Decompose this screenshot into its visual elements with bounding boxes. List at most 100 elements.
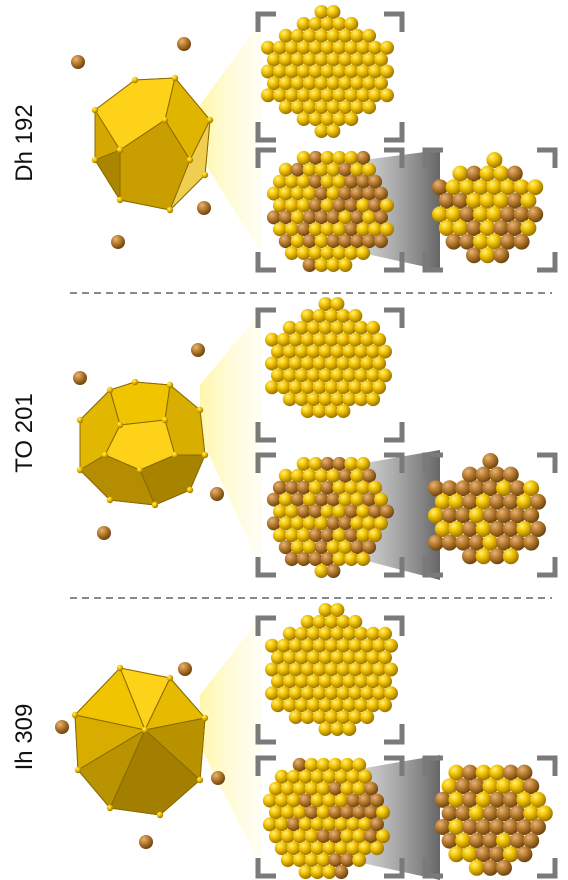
gold-atom bbox=[294, 320, 309, 335]
copper-atom bbox=[290, 492, 305, 507]
bracket-corner bbox=[384, 422, 405, 443]
gold-atom bbox=[434, 493, 451, 510]
copper-atom bbox=[296, 552, 311, 567]
gold-atom bbox=[320, 174, 335, 189]
gold-atom bbox=[318, 297, 333, 311]
bracket-corner bbox=[255, 452, 276, 473]
gold-atom bbox=[452, 165, 469, 182]
gold-atom bbox=[294, 626, 309, 641]
gold-atom bbox=[262, 817, 277, 832]
copper-atom bbox=[364, 805, 379, 820]
gold-atom bbox=[312, 638, 327, 653]
gold-atom bbox=[318, 603, 333, 617]
gold-atom bbox=[332, 64, 347, 79]
copper-atom bbox=[493, 220, 510, 236]
gold-atom bbox=[290, 76, 305, 91]
copper-atom bbox=[350, 210, 365, 225]
gold-atom bbox=[310, 793, 325, 808]
copper-atom bbox=[509, 534, 526, 551]
bracket-corner bbox=[422, 147, 443, 168]
gold-atom bbox=[356, 64, 371, 79]
gold-atom bbox=[314, 124, 329, 138]
gold-atom bbox=[324, 662, 339, 677]
copper-atom bbox=[308, 174, 323, 189]
bracket-corner bbox=[255, 11, 276, 32]
gold-atom bbox=[486, 152, 503, 168]
gold-atom bbox=[314, 564, 329, 578]
copper-atom bbox=[326, 564, 341, 578]
copper-atom bbox=[482, 832, 499, 849]
gold-atom bbox=[266, 186, 281, 201]
polyhedron-vertices-dh bbox=[91, 74, 214, 214]
gold-atom bbox=[334, 769, 349, 784]
copper-atom bbox=[374, 234, 388, 249]
gold-atom bbox=[308, 222, 323, 237]
gold-atom bbox=[344, 64, 359, 79]
bracket-corner bbox=[422, 858, 443, 879]
gold-atom bbox=[380, 40, 394, 55]
gold-atom bbox=[292, 853, 307, 868]
gold-atom bbox=[354, 392, 369, 407]
copper-atom bbox=[334, 865, 349, 879]
gold-atom bbox=[290, 516, 305, 531]
vertex-atom bbox=[116, 196, 124, 204]
gold-atom bbox=[366, 368, 381, 383]
copper-atom bbox=[344, 222, 359, 237]
gold-atom bbox=[272, 64, 287, 79]
vertex-atom bbox=[161, 116, 169, 124]
copper-atom bbox=[502, 764, 519, 781]
gold-atom bbox=[278, 516, 293, 531]
gold-atom bbox=[272, 40, 287, 55]
copper-atom bbox=[364, 781, 379, 796]
copper-atom bbox=[428, 480, 444, 497]
bracket-corner bbox=[422, 252, 443, 273]
copper-atom bbox=[344, 198, 359, 213]
vertex-atom bbox=[101, 451, 109, 459]
gold-atom bbox=[479, 247, 496, 264]
copper-atom bbox=[380, 504, 394, 519]
gold-atom bbox=[280, 853, 295, 868]
gold-atom bbox=[326, 52, 341, 67]
gold-atom bbox=[356, 504, 371, 519]
copper-atom bbox=[314, 492, 329, 507]
gold-atom bbox=[300, 308, 315, 323]
gold-atom bbox=[479, 165, 496, 182]
gold-atom bbox=[332, 552, 347, 567]
gold-atom bbox=[448, 846, 465, 863]
gold-atom bbox=[360, 686, 375, 701]
gold-atom bbox=[306, 392, 321, 407]
gold-atom bbox=[296, 246, 311, 261]
gold-atom bbox=[340, 829, 355, 844]
copper-atom bbox=[278, 540, 293, 555]
gold-atom bbox=[282, 344, 297, 359]
copper-atom bbox=[482, 859, 499, 876]
copper-atom bbox=[338, 186, 353, 201]
gold-atom bbox=[300, 710, 315, 725]
copper-atom bbox=[344, 528, 359, 543]
gold-atom bbox=[290, 100, 305, 115]
copper-atom bbox=[364, 829, 379, 844]
copper-atom bbox=[496, 534, 512, 551]
gold-atom bbox=[326, 124, 341, 138]
copper-atom bbox=[362, 468, 377, 483]
gold-atom bbox=[360, 380, 375, 395]
gold-atom bbox=[372, 686, 387, 701]
gold-atom bbox=[312, 710, 327, 725]
gold-atom bbox=[354, 368, 369, 383]
gold-atom bbox=[292, 829, 307, 844]
gold-atom bbox=[472, 233, 489, 250]
gold-atom bbox=[314, 28, 329, 43]
bracket-corner bbox=[255, 755, 276, 776]
bracket-corner bbox=[255, 122, 276, 143]
gold-atom bbox=[362, 516, 377, 531]
gold-atom bbox=[304, 829, 319, 844]
gold-atom bbox=[278, 76, 293, 91]
copper-atom bbox=[296, 480, 311, 495]
gold-atom bbox=[448, 521, 465, 537]
gold-atom bbox=[455, 832, 472, 849]
copper-atom bbox=[482, 453, 499, 469]
gold-atom bbox=[296, 88, 311, 103]
gold-atom bbox=[326, 5, 341, 19]
copper-atom bbox=[523, 832, 540, 849]
copper-atom bbox=[308, 150, 323, 165]
